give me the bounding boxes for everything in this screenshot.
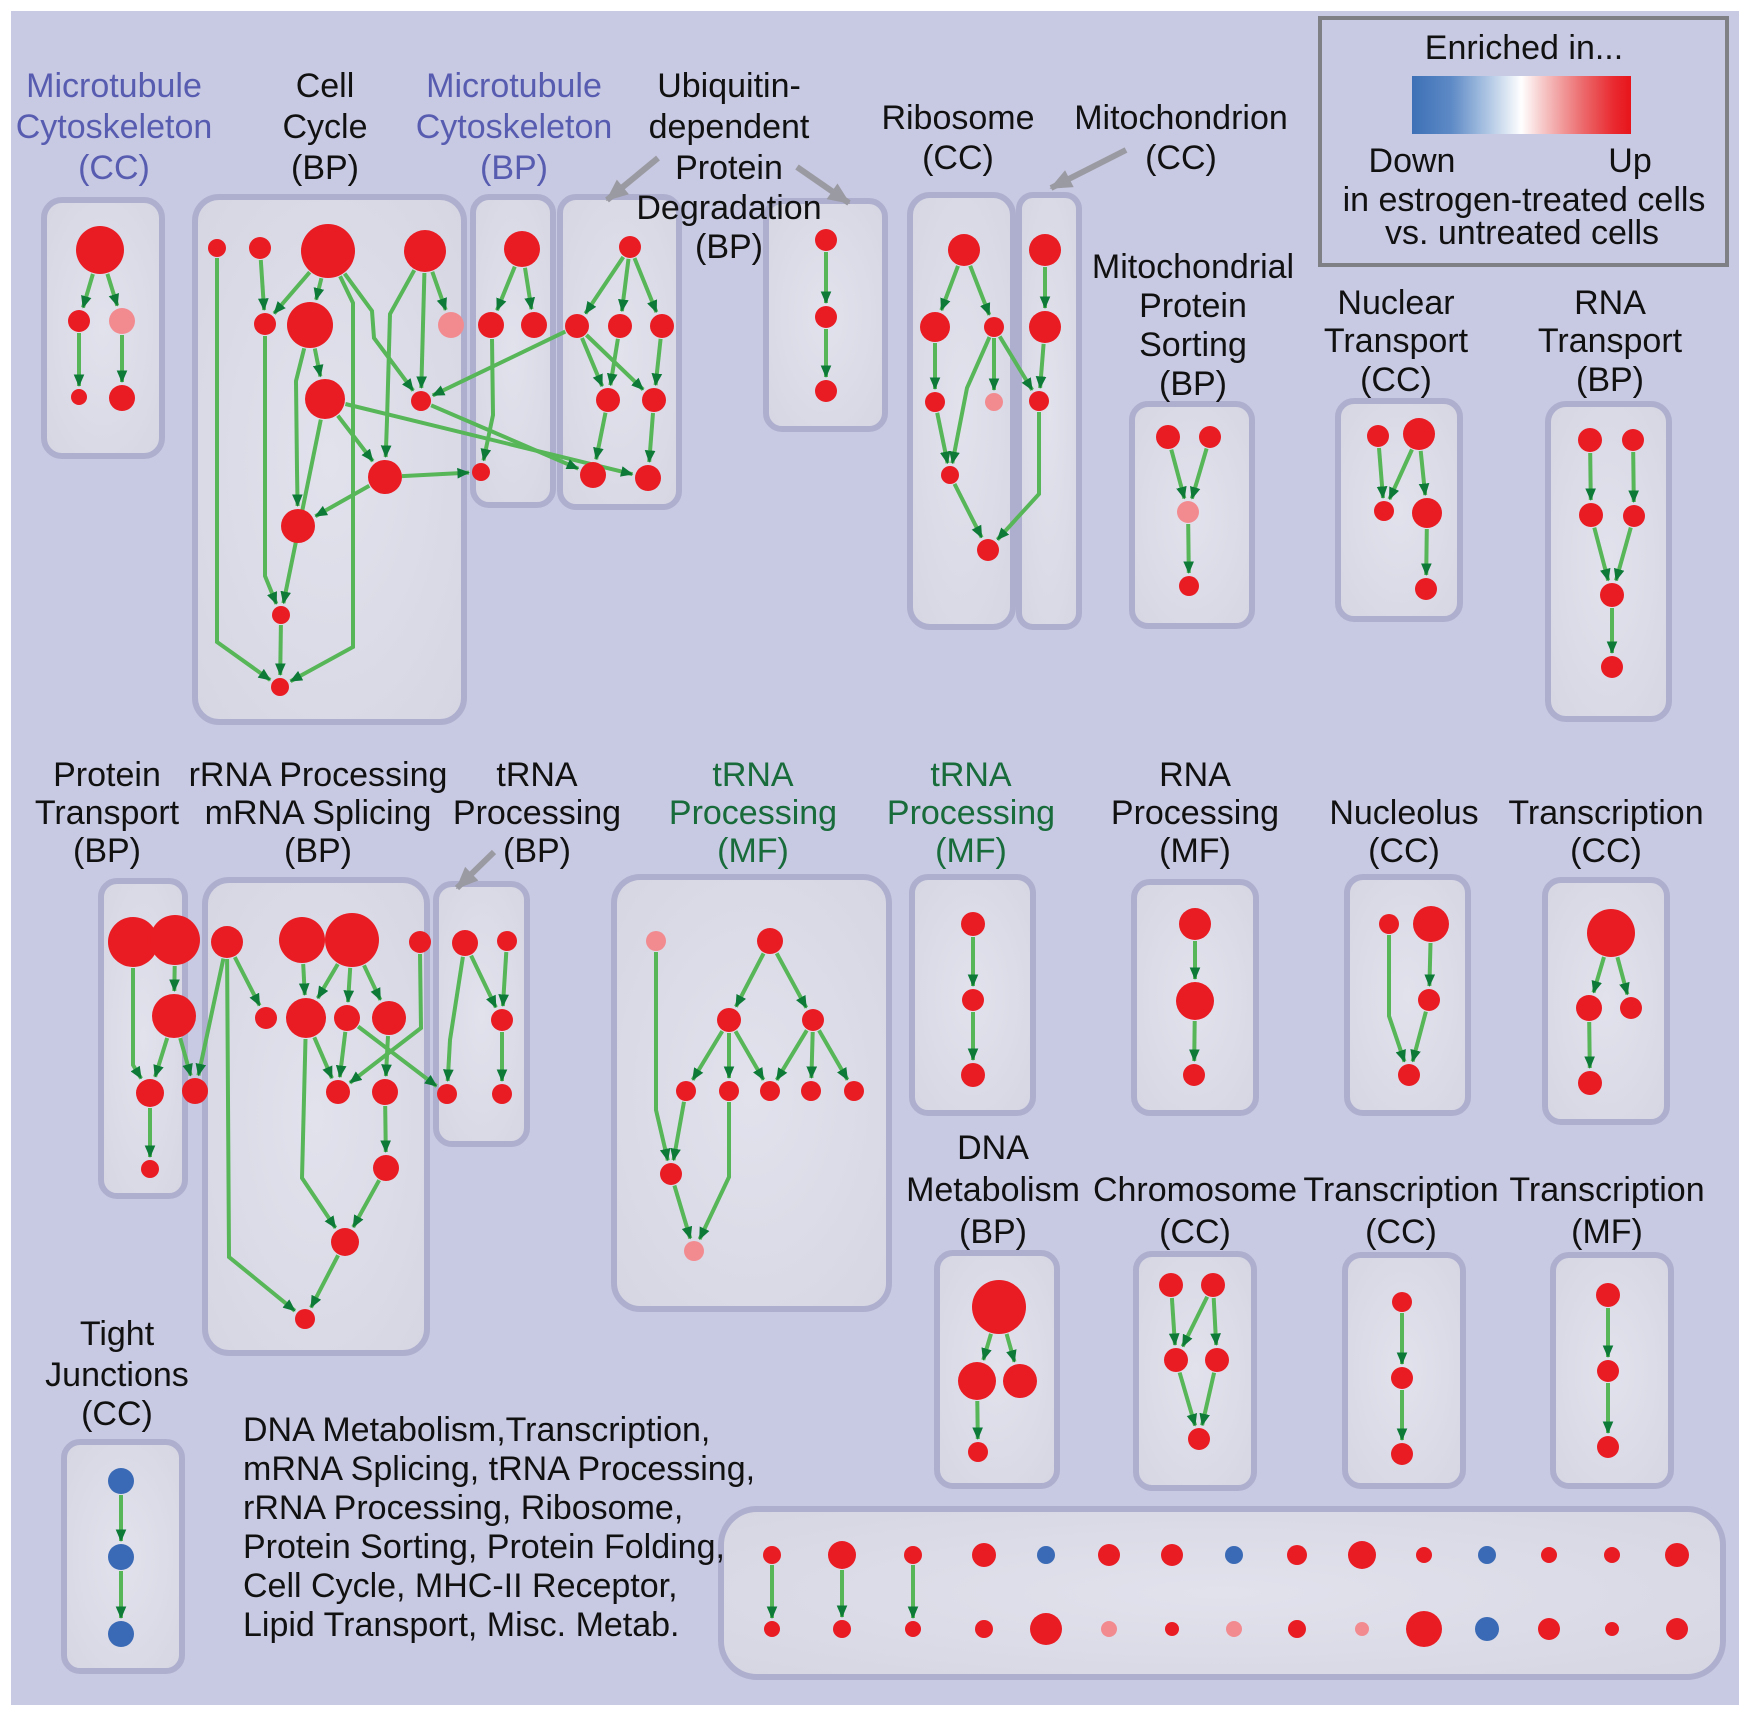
svg-text:Ribosome: Ribosome bbox=[881, 99, 1034, 137]
svg-text:rRNA Processing: rRNA Processing bbox=[189, 756, 448, 794]
svg-text:Lipid Transport, Misc. Metab.: Lipid Transport, Misc. Metab. bbox=[243, 1606, 680, 1644]
svg-text:Transcription: Transcription bbox=[1509, 1171, 1704, 1209]
svg-text:Ubiquitin-: Ubiquitin- bbox=[657, 67, 801, 105]
svg-text:Junctions: Junctions bbox=[45, 1356, 189, 1394]
svg-text:Transcription: Transcription bbox=[1508, 794, 1703, 832]
svg-text:(MF): (MF) bbox=[935, 832, 1007, 870]
svg-text:Chromosome: Chromosome bbox=[1093, 1171, 1297, 1209]
svg-text:Processing: Processing bbox=[887, 794, 1055, 832]
svg-text:Mitochondrial: Mitochondrial bbox=[1092, 248, 1294, 286]
svg-text:Transport: Transport bbox=[1538, 322, 1683, 360]
svg-text:Microtubule: Microtubule bbox=[426, 67, 602, 105]
svg-text:Metabolism: Metabolism bbox=[906, 1171, 1080, 1209]
svg-text:Cell Cycle, MHC-II Receptor,: Cell Cycle, MHC-II Receptor, bbox=[243, 1567, 678, 1605]
svg-text:rRNA Processing, Ribosome,: rRNA Processing, Ribosome, bbox=[243, 1489, 683, 1527]
svg-text:tRNA: tRNA bbox=[712, 756, 794, 794]
svg-text:(CC): (CC) bbox=[1145, 139, 1217, 177]
svg-text:vs. untreated cells: vs. untreated cells bbox=[1385, 214, 1659, 252]
svg-text:Tight: Tight bbox=[80, 1315, 155, 1353]
svg-text:Cycle: Cycle bbox=[282, 108, 367, 146]
svg-text:Up: Up bbox=[1608, 142, 1651, 180]
svg-text:(BP): (BP) bbox=[959, 1213, 1027, 1251]
svg-text:Protein: Protein bbox=[53, 756, 161, 794]
svg-text:Down: Down bbox=[1369, 142, 1456, 180]
svg-text:(MF): (MF) bbox=[717, 832, 789, 870]
svg-text:(BP): (BP) bbox=[284, 832, 352, 870]
svg-text:(CC): (CC) bbox=[81, 1395, 153, 1433]
svg-text:(BP): (BP) bbox=[1159, 365, 1227, 403]
svg-text:Nucleolus: Nucleolus bbox=[1329, 794, 1478, 832]
svg-text:(BP): (BP) bbox=[1576, 361, 1644, 399]
svg-text:tRNA: tRNA bbox=[930, 756, 1012, 794]
svg-text:Cell: Cell bbox=[296, 67, 355, 105]
svg-text:Protein: Protein bbox=[675, 149, 783, 187]
svg-text:Sorting: Sorting bbox=[1139, 326, 1247, 364]
svg-text:(MF): (MF) bbox=[1571, 1213, 1643, 1251]
svg-text:(BP): (BP) bbox=[480, 149, 548, 187]
svg-text:(CC): (CC) bbox=[1159, 1213, 1231, 1251]
svg-text:Processing: Processing bbox=[669, 794, 837, 832]
svg-text:(BP): (BP) bbox=[291, 149, 359, 187]
svg-text:Processing: Processing bbox=[1111, 794, 1279, 832]
svg-text:DNA: DNA bbox=[957, 1129, 1029, 1167]
svg-text:Protein: Protein bbox=[1139, 287, 1247, 325]
svg-text:Processing: Processing bbox=[453, 794, 621, 832]
svg-text:(CC): (CC) bbox=[1360, 361, 1432, 399]
svg-text:mRNA Splicing, tRNA Processing: mRNA Splicing, tRNA Processing, bbox=[243, 1450, 755, 1488]
svg-text:(CC): (CC) bbox=[1368, 832, 1440, 870]
svg-text:(BP): (BP) bbox=[73, 832, 141, 870]
svg-text:tRNA: tRNA bbox=[496, 756, 578, 794]
svg-text:RNA: RNA bbox=[1159, 756, 1231, 794]
svg-text:in estrogen-treated cells: in estrogen-treated cells bbox=[1343, 181, 1706, 219]
svg-text:Transport: Transport bbox=[1324, 322, 1469, 360]
svg-text:(CC): (CC) bbox=[1570, 832, 1642, 870]
svg-text:Cytoskeleton: Cytoskeleton bbox=[416, 108, 613, 146]
svg-text:Enriched in...: Enriched in... bbox=[1425, 29, 1623, 67]
svg-text:RNA: RNA bbox=[1574, 284, 1646, 322]
svg-text:mRNA Splicing: mRNA Splicing bbox=[205, 794, 432, 832]
svg-text:Nuclear: Nuclear bbox=[1337, 284, 1454, 322]
svg-text:Cytoskeleton: Cytoskeleton bbox=[16, 108, 213, 146]
svg-text:(BP): (BP) bbox=[695, 228, 763, 266]
svg-text:Transport: Transport bbox=[35, 794, 180, 832]
svg-text:(CC): (CC) bbox=[78, 149, 150, 187]
svg-text:Mitochondrion: Mitochondrion bbox=[1074, 99, 1288, 137]
svg-text:(CC): (CC) bbox=[1365, 1213, 1437, 1251]
svg-text:(CC): (CC) bbox=[922, 139, 994, 177]
svg-text:(BP): (BP) bbox=[503, 832, 571, 870]
svg-text:DNA Metabolism,Transcription,: DNA Metabolism,Transcription, bbox=[243, 1411, 710, 1449]
svg-text:Microtubule: Microtubule bbox=[26, 67, 202, 105]
svg-text:Degradation: Degradation bbox=[636, 189, 821, 227]
svg-text:dependent: dependent bbox=[649, 108, 810, 146]
svg-text:(MF): (MF) bbox=[1159, 832, 1231, 870]
svg-text:Transcription: Transcription bbox=[1303, 1171, 1498, 1209]
svg-text:Protein Sorting, Protein Foldi: Protein Sorting, Protein Folding, bbox=[243, 1528, 725, 1566]
